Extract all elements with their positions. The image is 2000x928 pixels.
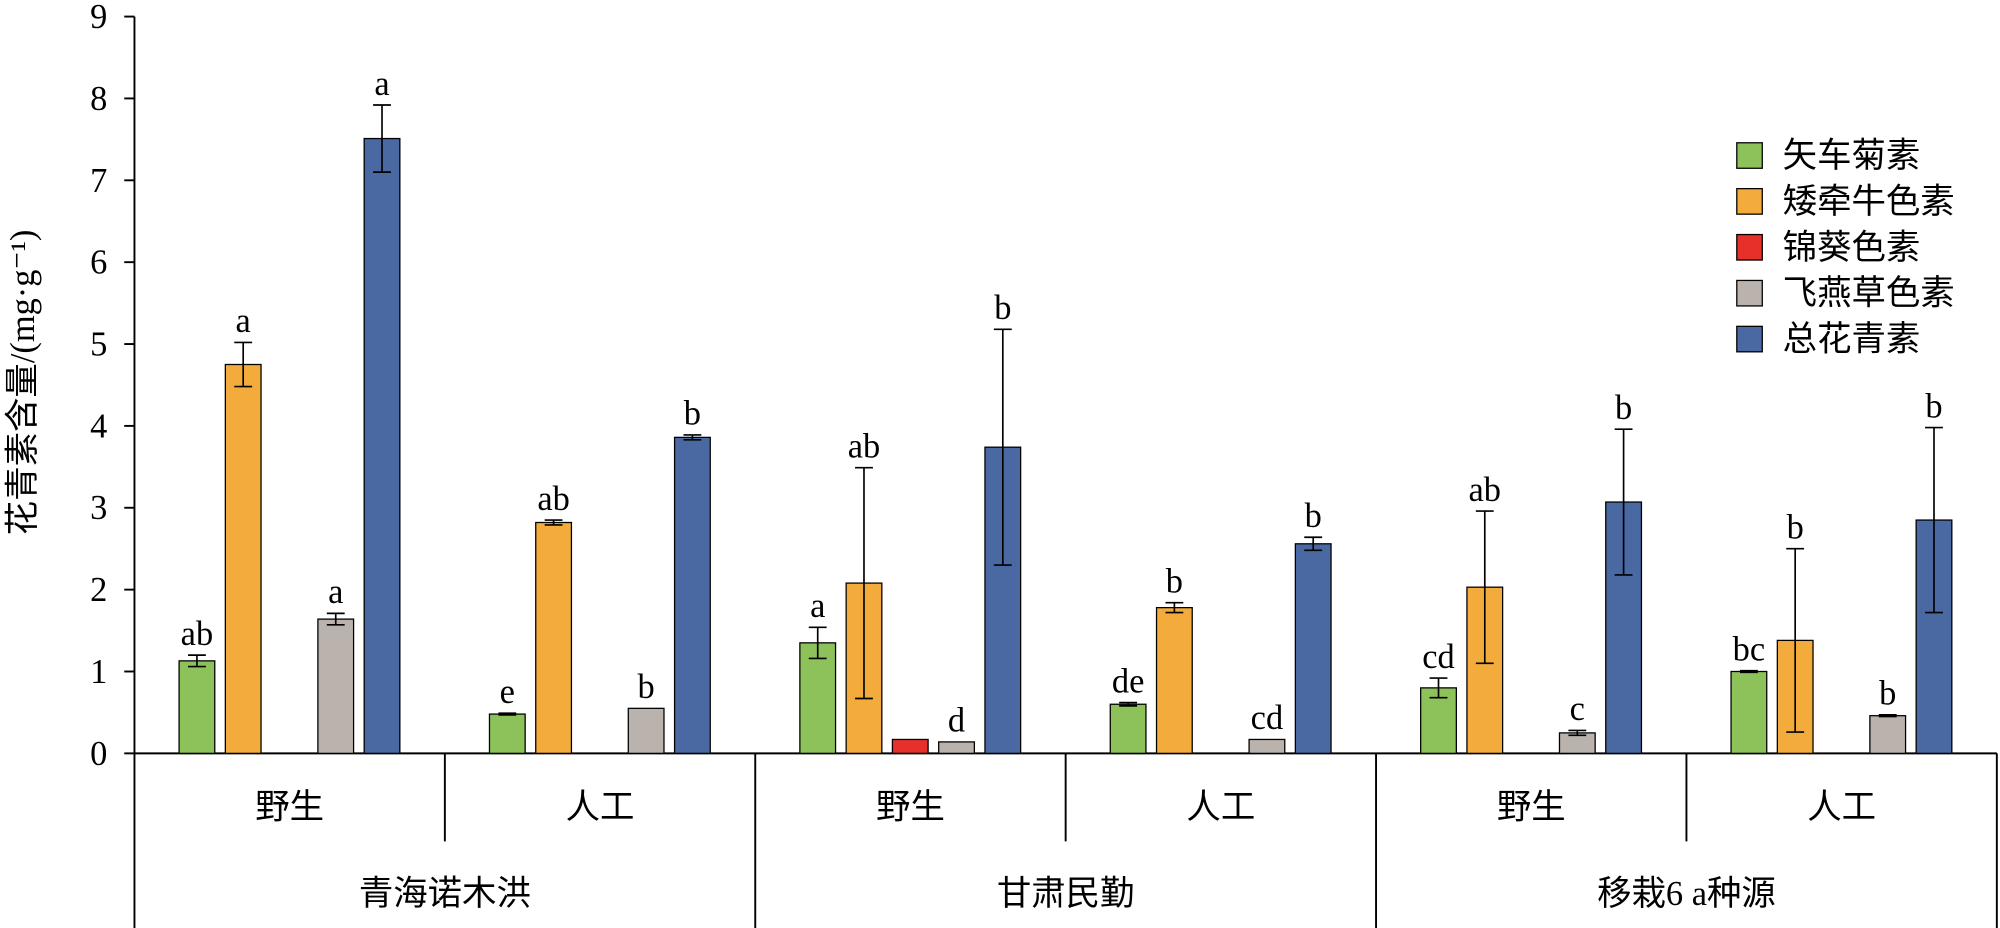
y-tick-label: 1 [90,653,107,691]
y-tick-label: 9 [90,0,107,36]
significance-letter: b [1879,675,1896,713]
bar [1248,738,1286,754]
significance-letter: b [1615,389,1632,427]
bar [627,707,665,755]
x-group-label: 青海诺木洪 [359,875,531,913]
significance-letter: a [374,65,389,103]
legend-swatch [1736,325,1763,353]
significance-letter: b [1305,497,1322,535]
bar [488,713,526,755]
legend-label: 矮牵牛色素 [1783,183,1955,221]
x-category-label: 野生 [876,788,945,826]
bar [363,137,401,755]
significance-letter: a [328,573,343,611]
y-tick-label: 2 [90,571,107,609]
y-tick-label: 3 [90,489,107,527]
significance-letter: d [948,702,965,740]
x-group-label: 移栽6 a种源 [1597,875,1776,913]
significance-letter: ab [181,615,213,653]
bar [1155,607,1193,754]
significance-letter: ab [848,427,880,465]
x-category-label: 人工 [1186,788,1255,826]
y-axis-label: 花青素含量/(mg·g⁻¹) [4,230,42,536]
legend-swatch [1736,279,1763,307]
bar [1294,543,1332,755]
significance-letter: de [1112,662,1144,700]
bar [891,738,929,754]
significance-letter: b [994,289,1011,327]
significance-letter: b [638,668,655,706]
y-tick-label: 7 [90,162,107,200]
legend-label: 锦葵色素 [1783,229,1921,267]
significance-letter: ab [537,480,569,518]
bar [535,521,573,755]
legend-label: 飞燕草色素 [1783,275,1955,313]
y-tick-label: 5 [90,326,107,364]
bar [178,660,216,755]
significance-letter: a [810,587,825,625]
x-category-label: 人工 [1807,788,1876,826]
significance-letter: b [684,395,701,433]
significance-letter: e [500,673,515,711]
y-tick-label: 6 [90,244,107,282]
legend-swatch [1736,188,1763,215]
significance-letter: b [1925,387,1942,425]
x-category-label: 人工 [566,788,635,826]
y-tick-label: 8 [90,80,107,118]
significance-letter: a [236,302,251,340]
bar [317,618,355,755]
legend-swatch [1736,142,1763,169]
significance-letter: c [1570,690,1585,728]
significance-letter: cd [1422,638,1454,676]
significance-letter: b [1166,563,1183,601]
bar [1109,703,1147,755]
bar [938,741,976,755]
legend-swatch [1736,233,1763,261]
significance-letter: b [1787,509,1804,547]
bar [1869,715,1907,754]
x-category-label: 野生 [1497,788,1566,826]
bar [1420,687,1457,754]
legend-label: 总花青素 [1783,321,1921,359]
bar [673,436,711,755]
x-group-label: 甘肃民勤 [997,875,1135,913]
bar [224,363,262,754]
bar [1730,670,1768,754]
significance-letter: ab [1469,471,1501,509]
bar [799,642,837,754]
significance-letter: cd [1251,699,1283,737]
y-tick-label: 0 [90,735,107,773]
significance-letter: bc [1733,630,1765,668]
bar [1466,586,1504,754]
legend-label: 矢车菊素 [1783,137,1921,175]
x-category-label: 野生 [255,788,324,826]
y-tick-label: 4 [90,407,107,445]
